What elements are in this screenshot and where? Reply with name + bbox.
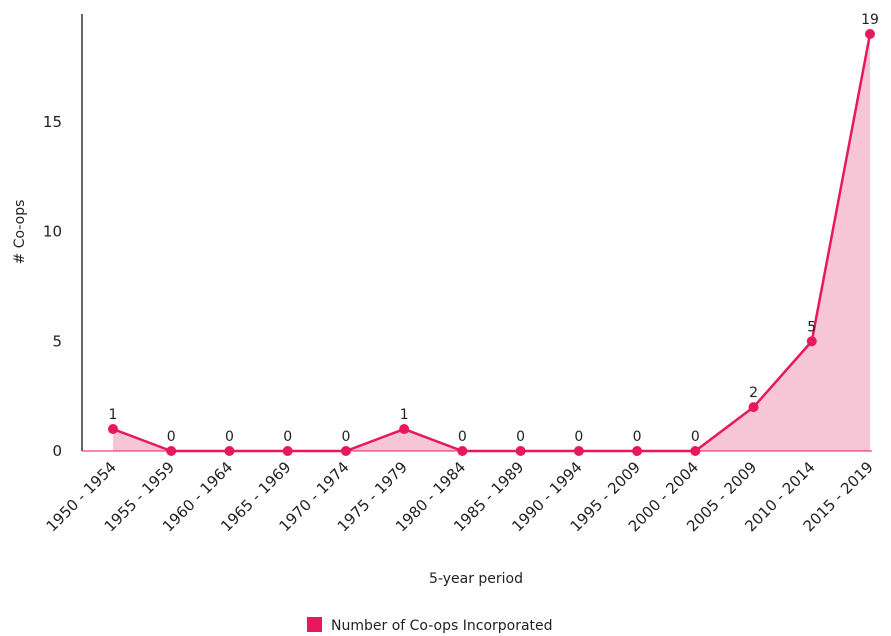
data-point xyxy=(399,424,410,435)
data-label: 0 xyxy=(574,429,583,445)
data-label: 0 xyxy=(516,429,525,445)
data-label: 0 xyxy=(633,429,642,445)
data-label: 1 xyxy=(109,407,118,423)
y-tick-label: 0 xyxy=(52,442,62,460)
data-point xyxy=(748,402,759,413)
legend-swatch xyxy=(307,617,322,632)
data-label: 0 xyxy=(167,429,176,445)
x-axis-title: 5-year period xyxy=(429,571,523,587)
y-tick-label: 10 xyxy=(43,223,62,241)
y-axis: 0 5 10 15 xyxy=(43,14,83,460)
data-label: 0 xyxy=(341,429,350,445)
data-point xyxy=(865,29,875,39)
y-tick-label: 15 xyxy=(43,113,62,131)
legend: Number of Co-ops Incorporated xyxy=(307,617,553,634)
y-tick-label: 5 xyxy=(52,332,62,350)
data-label: 0 xyxy=(283,429,292,445)
data-point xyxy=(108,424,118,435)
series-area xyxy=(113,34,870,451)
data-label: 0 xyxy=(225,429,234,445)
data-label: 19 xyxy=(861,12,879,28)
plot-area: 1 0 0 0 0 1 0 0 0 0 0 2 5 19 xyxy=(108,12,879,456)
data-label: 1 xyxy=(400,407,409,423)
y-axis-title: # Co-ops xyxy=(12,200,28,265)
legend-label: Number of Co-ops Incorporated xyxy=(331,618,553,634)
data-label: 0 xyxy=(691,429,700,445)
data-point xyxy=(806,336,817,347)
data-label: 5 xyxy=(807,319,816,335)
data-label: 0 xyxy=(458,429,467,445)
data-label: 2 xyxy=(749,385,758,401)
